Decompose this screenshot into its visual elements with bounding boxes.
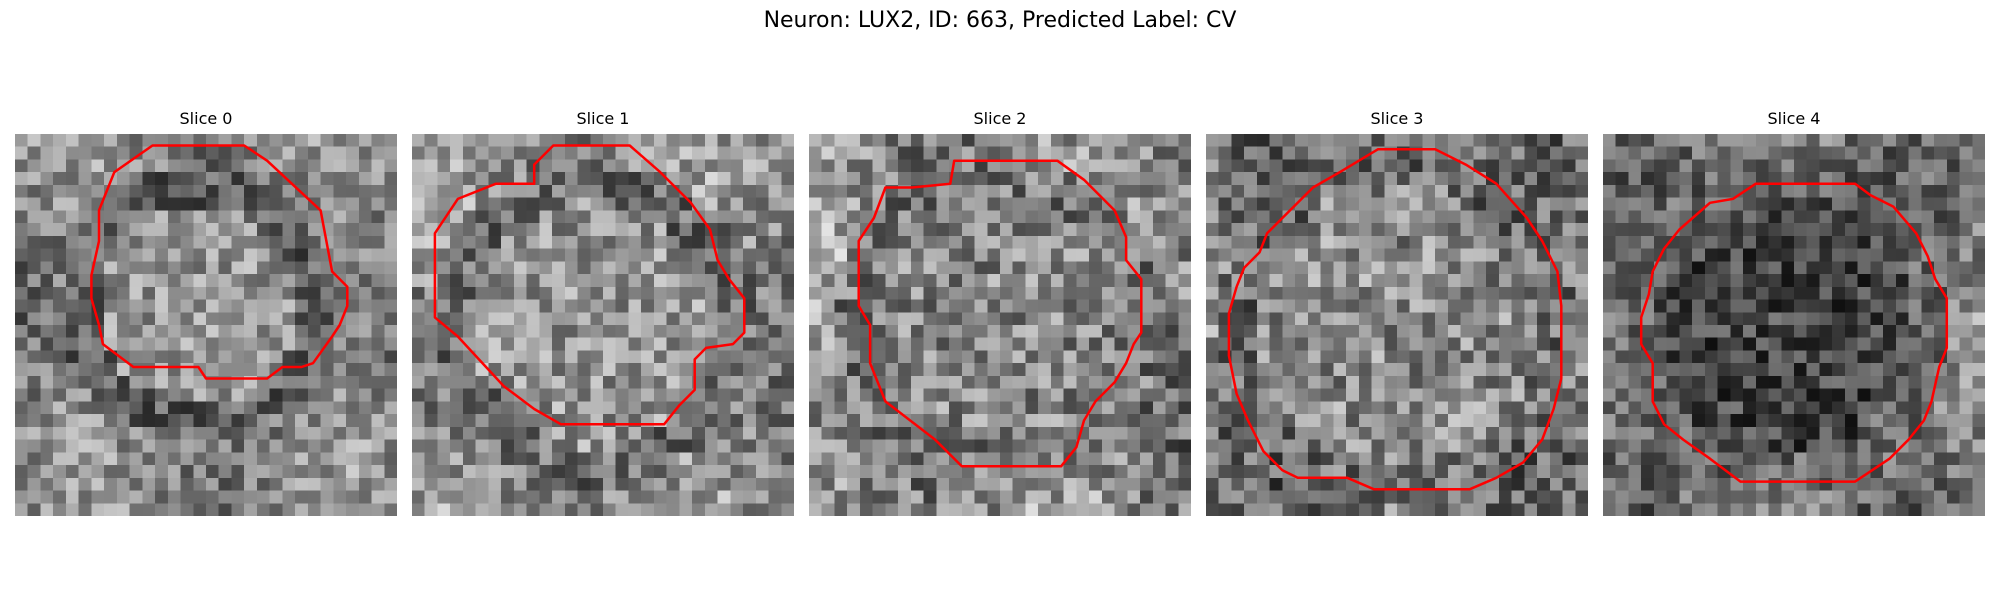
- roi-contour: [90, 144, 349, 380]
- roi-contour: [433, 144, 746, 426]
- roi-contour: [1227, 148, 1563, 491]
- slice-0-image: [15, 134, 397, 516]
- slice-4-title: Slice 4: [1767, 109, 1821, 128]
- slice-2-image: [809, 134, 1191, 516]
- slice-3-title: Slice 3: [1370, 109, 1424, 128]
- slice-1-title: Slice 1: [576, 109, 630, 128]
- roi-contour: [1639, 182, 1949, 483]
- slice-1-image: [412, 134, 794, 516]
- slice-3-image: [1206, 134, 1588, 516]
- slice-2-title: Slice 2: [973, 109, 1027, 128]
- roi-contour: [857, 159, 1143, 468]
- slice-4-image: [1603, 134, 1985, 516]
- slice-0-title: Slice 0: [179, 109, 233, 128]
- figure-title: Neuron: LUX2, ID: 663, Predicted Label: …: [763, 8, 1237, 33]
